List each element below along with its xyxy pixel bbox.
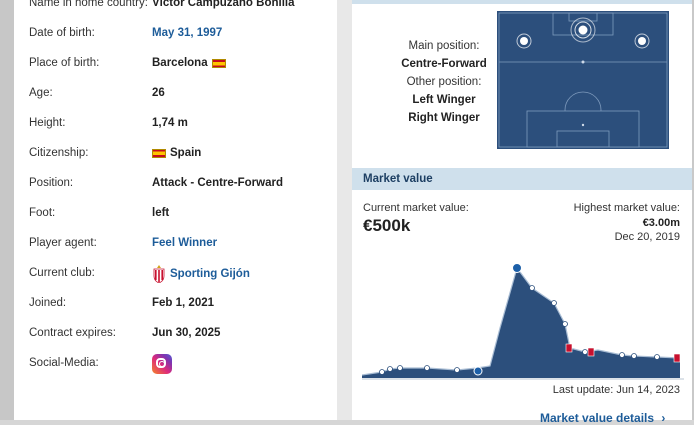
- current-club-text: Sporting Gijón: [170, 268, 250, 280]
- info-label: Name in home country:: [29, 0, 148, 9]
- info-label: Height:: [29, 117, 66, 129]
- citizenship-text: Spain: [170, 147, 202, 159]
- current-club-link[interactable]: Sporting Gijón: [152, 265, 250, 283]
- spain-flag-icon: [152, 148, 166, 158]
- main-position-label: Main position:: [408, 40, 480, 52]
- left-winger-marker: [516, 33, 532, 49]
- info-label: Player agent:: [29, 237, 97, 249]
- info-value: 26: [152, 87, 165, 99]
- player-info-panel: [14, 0, 337, 420]
- last-update-text: Last update: Jun 14, 2023: [552, 384, 680, 396]
- info-value-place: Barcelona: [152, 57, 226, 69]
- social-media-links: [152, 354, 172, 374]
- current-market-value-label: Current market value:: [363, 202, 469, 214]
- market-value-details-text: Market value details: [540, 411, 655, 425]
- club-crest-markers: [473, 263, 681, 376]
- market-value-title: Market value: [363, 173, 433, 185]
- info-label: Age:: [29, 87, 53, 99]
- scrollbar-track[interactable]: [692, 0, 694, 420]
- info-label: Current club:: [29, 267, 95, 279]
- other-position-label: Other position:: [406, 76, 482, 88]
- market-value-details-link[interactable]: Market value details ›: [540, 411, 665, 425]
- player-agent-link[interactable]: Feel Winner: [152, 237, 218, 249]
- right-winger-marker: [634, 33, 650, 49]
- info-label: Social-Media:: [29, 357, 99, 369]
- main-position-value: Centre-Forward: [401, 58, 487, 70]
- info-value: left: [152, 207, 170, 219]
- highest-market-value: €3.00m: [642, 217, 680, 229]
- info-label: Foot:: [29, 207, 56, 219]
- info-label: Place of birth:: [29, 57, 100, 69]
- position-header-bar: [352, 0, 692, 4]
- info-value: Jun 30, 2025: [152, 327, 221, 339]
- info-label: Date of birth:: [29, 27, 95, 39]
- market-value-points: [379, 285, 660, 375]
- spain-flag-icon: [211, 58, 226, 68]
- other-position-value: Right Winger: [408, 112, 480, 124]
- market-value-area: [362, 268, 680, 378]
- highest-market-value-date: Dec 20, 2019: [614, 231, 680, 243]
- market-value-chart[interactable]: [362, 258, 684, 380]
- chevron-right-icon: ›: [661, 411, 666, 425]
- date-of-birth-link[interactable]: May 31, 1997: [152, 27, 223, 39]
- info-label: Contract expires:: [29, 327, 116, 339]
- position-field-graphic: [497, 11, 669, 149]
- highest-market-value-label: Highest market value:: [573, 202, 680, 214]
- place-of-birth-text: Barcelona: [152, 57, 208, 69]
- current-market-value: €500k: [363, 216, 411, 235]
- sporting-gijon-crest-icon: [153, 265, 165, 283]
- instagram-icon[interactable]: [152, 354, 172, 374]
- column-gap: [337, 0, 352, 420]
- info-label: Citizenship:: [29, 147, 89, 159]
- info-value: 1,74 m: [152, 117, 188, 129]
- info-value: Víctor Campuzano Bonilla: [152, 0, 295, 9]
- info-value: Feb 1, 2021: [152, 297, 215, 309]
- info-label: Joined:: [29, 297, 67, 309]
- info-value-citizenship: Spain: [152, 147, 201, 159]
- page-left-strip: [0, 0, 14, 420]
- market-value-header: [352, 168, 692, 190]
- other-position-value: Left Winger: [412, 94, 476, 106]
- main-position-marker: [570, 17, 596, 43]
- info-value: Attack - Centre-Forward: [152, 177, 283, 189]
- info-label: Position:: [29, 177, 74, 189]
